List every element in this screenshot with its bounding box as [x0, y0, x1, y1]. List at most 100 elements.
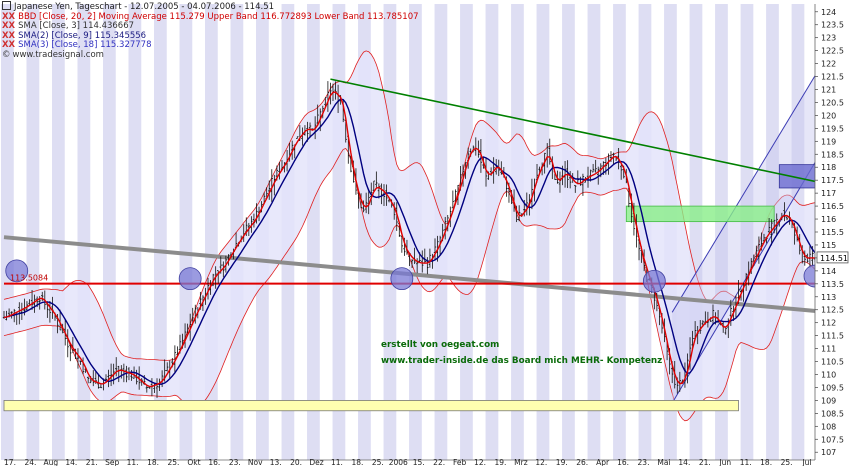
x-tick-label: 25.	[781, 458, 793, 466]
x-tick-label: 23.	[229, 458, 241, 466]
x-tick-label: 19.	[556, 458, 568, 466]
y-tick-label: 120	[821, 111, 836, 120]
watermark-line-2: www.trader-inside.de das Board mich MEHR…	[381, 356, 663, 366]
price-candle	[691, 330, 694, 348]
week-stripe	[511, 4, 524, 460]
legend-sma3[interactable]: XX SMA [Close, 3] 114.436667	[2, 21, 135, 32]
y-tick-label: 110	[821, 371, 836, 380]
price-candle	[454, 189, 457, 203]
week-stripe	[613, 4, 626, 460]
price-candle	[268, 180, 271, 200]
remove-indicator-icon[interactable]: XX	[2, 30, 16, 41]
x-tick-label: Sep	[105, 458, 119, 466]
week-stripe	[332, 4, 346, 460]
y-tick-label: 124	[821, 8, 836, 17]
week-stripe	[26, 4, 40, 460]
price-candle	[148, 386, 151, 389]
bollinger-band-fill	[4, 50, 815, 421]
x-tick-label: 23.	[638, 458, 650, 466]
price-candle	[48, 301, 52, 323]
price-candle	[421, 250, 424, 273]
price-candle	[762, 233, 766, 243]
price-candle	[612, 152, 615, 165]
price-candle	[308, 122, 312, 139]
y-tick-label: 122.5	[821, 47, 844, 56]
price-candle	[107, 369, 110, 388]
price-candle	[574, 184, 577, 193]
y-tick-label: 123	[821, 34, 836, 43]
support-level-label: 113.5084	[10, 274, 48, 283]
x-tick-label: 14.	[65, 458, 77, 466]
x-tick-label: 12.	[474, 458, 486, 466]
price-candle	[97, 373, 100, 389]
x-tick-label: 18.	[760, 458, 772, 466]
y-tick-label: 107	[821, 448, 836, 457]
pivot-circle	[5, 259, 29, 283]
price-candle	[349, 154, 353, 173]
price-candle	[757, 236, 761, 264]
price-candle	[316, 104, 319, 126]
price-candle	[568, 171, 572, 189]
pivot-circle	[390, 267, 414, 291]
price-candle	[362, 200, 365, 213]
price-candle	[155, 378, 159, 398]
price-candle	[222, 261, 225, 278]
price-candle	[500, 161, 503, 175]
x-tick-label: 14.	[678, 458, 690, 466]
x-tick-label: 25.	[372, 458, 384, 466]
chart-icon	[2, 1, 11, 10]
y-tick-label: 114	[821, 267, 836, 276]
x-tick-label: 12.	[535, 458, 547, 466]
y-tick-label: 113.5	[821, 280, 844, 289]
price-candle	[451, 190, 455, 209]
x-tick-label: 2006	[389, 458, 408, 466]
week-stripe	[128, 4, 142, 460]
x-tick-label: Jun	[718, 458, 731, 466]
x-tick-label: Nov	[248, 458, 263, 466]
price-candle	[33, 294, 36, 313]
pivot-circle	[642, 269, 666, 293]
pivot-circle	[178, 267, 202, 291]
remove-indicator-icon[interactable]: XX	[2, 21, 16, 32]
week-stripe	[562, 4, 575, 460]
week-stripe	[1, 4, 14, 460]
target-box-blue	[778, 164, 816, 189]
price-candle	[25, 301, 29, 312]
price-candle	[410, 259, 414, 269]
bollinger-upper	[3, 50, 816, 361]
sma-3-line	[3, 91, 815, 388]
legend-sma18[interactable]: XX SMA(3) [Close, 18] 115.327778	[2, 40, 152, 51]
y-tick-label: 118	[821, 163, 836, 172]
price-candle	[115, 357, 118, 377]
y-tick-label: 113	[821, 293, 836, 302]
y-tick-label: 107.5	[821, 435, 844, 444]
x-tick-label: Mai	[657, 458, 670, 466]
price-candle	[76, 348, 80, 369]
price-tag-box	[816, 251, 849, 264]
x-tick-label: Okt	[187, 458, 200, 466]
y-tick-label: 112	[821, 319, 836, 328]
price-candle	[783, 202, 786, 222]
remove-indicator-icon[interactable]: XX	[2, 11, 16, 22]
legend-site[interactable]: © www.tradesignal.com	[2, 49, 104, 60]
legend-sma9[interactable]: XX SMA(2) [Close, 9] 115.345556	[2, 30, 147, 41]
price-candle	[678, 371, 682, 392]
price-candle	[140, 378, 143, 386]
price-candle	[770, 219, 773, 246]
price-candle	[444, 216, 447, 240]
price-candle	[296, 136, 299, 139]
y-tick-label: 109	[821, 396, 836, 405]
price-candle	[104, 374, 108, 381]
price-candle	[711, 304, 715, 325]
price-candle	[109, 363, 113, 387]
resistance-zone-green	[625, 205, 775, 223]
remove-indicator-icon[interactable]: XX	[2, 40, 16, 51]
legend-bbd[interactable]: XX BBD [Close, 20, 2] Moving Average 115.…	[2, 11, 419, 22]
x-tick-label: 11.	[127, 458, 139, 466]
price-candle	[69, 343, 72, 362]
x-tick-label: 18.	[351, 458, 363, 466]
week-stripe	[77, 4, 91, 460]
week-stripe	[307, 4, 320, 460]
